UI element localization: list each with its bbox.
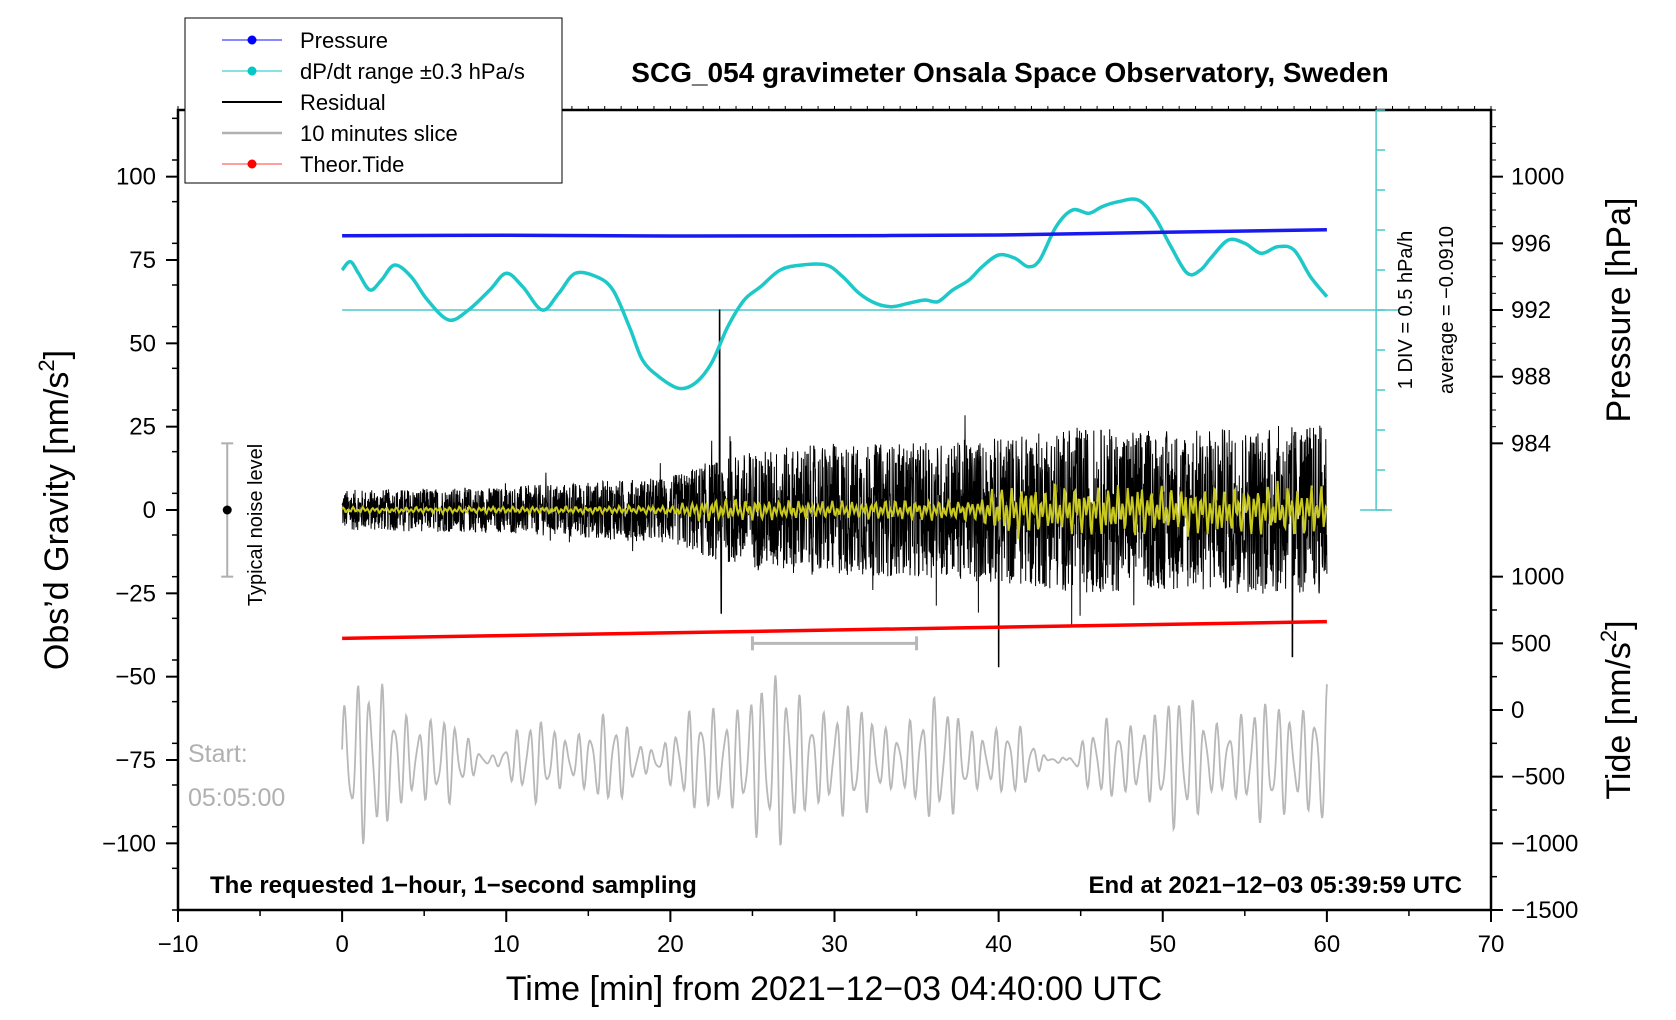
x-tick-label: 10 <box>493 931 520 958</box>
tide-tick-label: −1000 <box>1511 830 1578 857</box>
x-tick-label: 40 <box>985 931 1012 958</box>
legend-label-pressure: Pressure <box>300 28 388 53</box>
y-tick-label: 0 <box>143 497 156 524</box>
legend-marker-tide <box>247 159 257 169</box>
y-axis-label-pressure: Pressure [hPa] <box>1600 198 1638 423</box>
legend-item-tide: Theor.Tide <box>222 152 404 177</box>
y-tick-label: 25 <box>129 414 156 441</box>
legend-label-residual: Residual <box>300 90 386 115</box>
y-tick-label: 50 <box>129 330 156 357</box>
x-tick-label: 20 <box>657 931 684 958</box>
x-tick-label: 50 <box>1149 931 1176 958</box>
y-tick-label: −50 <box>115 664 156 691</box>
start-time-label: 05:05:00 <box>188 784 285 812</box>
legend-label-slice: 10 minutes slice <box>300 121 458 146</box>
x-tick-label: 70 <box>1478 931 1505 958</box>
main-series <box>340 197 1329 641</box>
scale-bar-label-2: average = −0.0910 <box>1436 226 1458 394</box>
noise-dot <box>222 505 232 515</box>
pressure-tick-label: 1000 <box>1511 164 1564 191</box>
legend: Pressure dP/dt range ±0.3 hPa/s Residual… <box>184 17 563 184</box>
x-axis-label: Time [min] from 2021−12−03 04:40:00 UTC <box>506 970 1162 1008</box>
y-tick-label: −75 <box>115 747 156 774</box>
y-tick-label: −25 <box>115 580 156 607</box>
residual-series <box>341 309 1328 668</box>
scale-bar-label-1: 1 DIV = 0.5 hPa/h <box>1395 231 1417 389</box>
residual-smoothed-line <box>341 480 1328 540</box>
residual-line <box>341 309 1328 668</box>
start-label: Start: <box>188 740 248 768</box>
slice-line <box>341 675 1328 846</box>
legend-marker-dpdt <box>247 66 257 76</box>
annotations <box>221 109 1393 651</box>
x-tick-label: −10 <box>158 931 199 958</box>
x-tick-label: 60 <box>1314 931 1341 958</box>
y-axis-label-tide: Tide [nm/s2] <box>1596 620 1638 799</box>
legend-item-residual: Residual <box>222 90 386 115</box>
noise-level-label: Typical noise level <box>245 444 267 606</box>
bottom-right-note: End at 2021−12−03 05:39:59 UTC <box>1088 872 1462 899</box>
legend-label-dpdt: dP/dt range ±0.3 hPa/s <box>300 59 525 84</box>
y-tick-label: −100 <box>102 830 156 857</box>
tide-tick-label: 1000 <box>1511 564 1564 591</box>
legend-marker-pressure <box>247 35 257 45</box>
legend-box <box>184 17 563 184</box>
slice-series <box>341 675 1328 846</box>
tide-tick-label: 500 <box>1511 630 1551 657</box>
tide-tick-label: −500 <box>1511 764 1565 791</box>
x-tick-label: 30 <box>821 931 848 958</box>
legend-item-pressure: Pressure <box>222 28 388 53</box>
pressure-line <box>342 227 1327 238</box>
y-tick-label: 100 <box>116 164 156 191</box>
pressure-tick-label: 984 <box>1511 430 1551 457</box>
y-tick-label: 75 <box>129 247 156 274</box>
pressure-tick-label: 988 <box>1511 364 1551 391</box>
x-tick-label: 0 <box>335 931 348 958</box>
tide-tick-label: 0 <box>1511 697 1524 724</box>
axis-ticks: −10 0 10 20 30 40 50 60 701007550250−25−50−75−10… <box>102 106 1578 958</box>
pressure-tick-label: 996 <box>1511 230 1551 257</box>
legend-item-dpdt: dP/dt range ±0.3 hPa/s <box>222 59 525 84</box>
legend-label-tide: Theor.Tide <box>300 152 404 177</box>
tide-tick-label: −1500 <box>1511 897 1578 924</box>
dpdt-line <box>340 197 1329 391</box>
bottom-left-note: The requested 1−hour, 1−second sampling <box>210 872 697 899</box>
chart-title: SCG_054 gravimeter Onsala Space Observat… <box>631 57 1388 88</box>
pressure-tick-label: 992 <box>1511 297 1551 324</box>
legend-item-slice: 10 minutes slice <box>222 121 458 146</box>
tide-line <box>342 619 1327 641</box>
residual-smoothed-series <box>341 480 1328 540</box>
y-axis-label-left: Obs’d Gravity [nm/s2] <box>34 350 76 670</box>
